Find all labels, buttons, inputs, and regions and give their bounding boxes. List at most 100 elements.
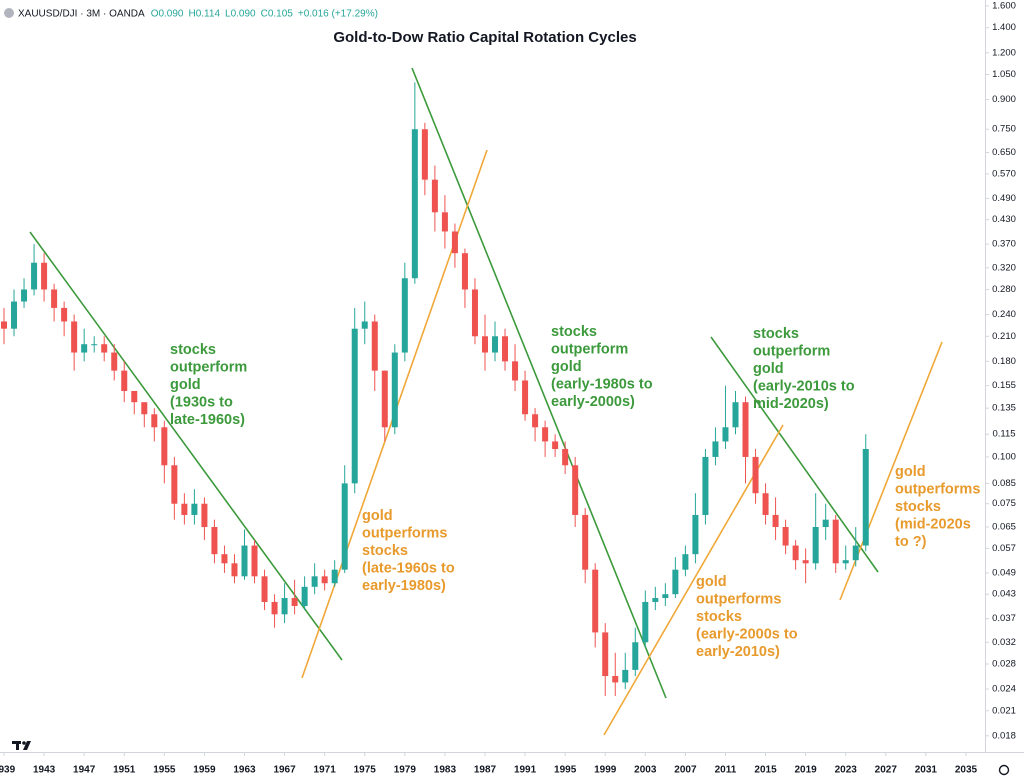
candle-body — [431, 179, 438, 213]
candle-body — [71, 321, 78, 353]
candle-body — [331, 569, 338, 584]
annotation: (1930s to — [170, 394, 233, 410]
annotation: gold — [551, 359, 582, 375]
annotation: gold — [895, 464, 926, 480]
annotation: early-2010s) — [696, 644, 780, 660]
tradingview-logo — [12, 741, 31, 750]
y-tick-label: 0.115 — [992, 429, 1015, 440]
x-tick-label: 2031 — [915, 765, 938, 776]
annotation: stocks — [753, 326, 799, 342]
y-tick-label: 0.240 — [992, 309, 1016, 320]
candle-body — [411, 129, 418, 279]
candle-body — [231, 563, 238, 577]
x-tick-label: 1951 — [113, 765, 136, 776]
symbol-icon — [4, 8, 14, 18]
settings-icon[interactable] — [998, 764, 1010, 776]
y-tick-label: 0.065 — [992, 522, 1016, 533]
y-tick-label: 0.024 — [992, 684, 1016, 695]
chart-title: Gold-to-Dow Ratio Capital Rotation Cycle… — [333, 29, 636, 46]
annotation: (early-2000s to — [696, 626, 798, 642]
logo-part — [16, 741, 19, 750]
candle-body — [1, 321, 8, 329]
x-tick-label: 2003 — [634, 765, 657, 776]
candle-body — [421, 129, 428, 180]
annotation: (late-1960s to — [362, 560, 455, 576]
x-tick-label: 1995 — [554, 765, 577, 776]
y-tick-label: 0.900 — [992, 94, 1016, 105]
trend-line — [29, 231, 343, 661]
candle-body — [542, 427, 549, 442]
annotation: (mid-2020s — [895, 516, 971, 532]
header-ohlc: L0.090 — [225, 9, 256, 20]
candle-body — [111, 352, 118, 371]
candle-body — [532, 414, 539, 428]
candle-body — [21, 289, 28, 302]
x-tick-label: 1991 — [514, 765, 537, 776]
y-tick-label: 0.057 — [992, 543, 1016, 554]
candle-body — [191, 503, 198, 515]
annotation: to ?) — [895, 534, 927, 550]
annotation: (early-2010s to — [753, 378, 855, 394]
y-tick-label: 0.028 — [992, 659, 1016, 670]
candle-body — [722, 427, 729, 442]
candle-body — [101, 344, 108, 353]
x-tick-label: 1999 — [594, 765, 617, 776]
candle-body — [712, 441, 719, 457]
y-tick-label: 1.050 — [992, 69, 1016, 80]
candle-body — [812, 527, 819, 564]
y-tick-label: 0.100 — [992, 451, 1016, 462]
candle-body — [832, 519, 839, 564]
candle-body — [762, 493, 769, 515]
y-tick-label: 0.043 — [992, 589, 1016, 600]
candle-body — [351, 328, 358, 484]
candle-body — [642, 601, 649, 643]
x-tick-label: 1967 — [273, 765, 296, 776]
candle-body — [862, 449, 869, 546]
candle-body — [602, 632, 609, 677]
header-change: +0.016 (+17.29%) — [298, 9, 378, 20]
annotation: outperform — [170, 359, 247, 375]
candle-body — [11, 301, 18, 329]
candle-body — [241, 545, 248, 577]
candle-body — [471, 289, 478, 337]
x-tick-label: 1979 — [394, 765, 417, 776]
y-tick-label: 1.400 — [992, 22, 1016, 33]
y-tick-label: 0.430 — [992, 214, 1016, 225]
candle-body — [221, 554, 228, 564]
candle-body — [281, 598, 288, 615]
candles — [1, 82, 869, 696]
annotation: stocks — [362, 543, 408, 559]
candle-body — [31, 262, 38, 290]
candle-body — [772, 514, 779, 528]
y-tick-label: 0.135 — [992, 403, 1016, 414]
x-tick-label: 2007 — [674, 765, 697, 776]
candle-body — [401, 278, 408, 353]
candle-body — [802, 560, 809, 564]
candle-body — [652, 598, 659, 602]
candle-body — [271, 601, 278, 615]
annotation: mid-2020s) — [753, 396, 829, 412]
y-tick-label: 0.085 — [992, 478, 1016, 489]
candle-body — [592, 569, 599, 633]
candle-body — [562, 449, 569, 466]
candle-body — [522, 380, 529, 415]
candle-body — [151, 414, 158, 428]
annotation: gold — [753, 361, 784, 377]
candle-body — [181, 503, 188, 515]
y-tick-label: 0.021 — [992, 705, 1016, 716]
x-tick-label: 1959 — [193, 765, 216, 776]
candle-body — [201, 503, 208, 528]
logo-part — [22, 741, 26, 745]
candle-body — [291, 598, 298, 606]
x-tick-label: 2019 — [795, 765, 818, 776]
candle-body — [692, 514, 699, 555]
candle-body — [441, 212, 448, 232]
candle-body — [391, 352, 398, 428]
x-tick-label: 1983 — [434, 765, 457, 776]
candle-body — [782, 527, 789, 546]
y-tick-label: 0.570 — [992, 168, 1016, 179]
candle-body — [502, 336, 509, 362]
annotation: stocks — [170, 342, 216, 358]
candle-body — [461, 253, 468, 290]
